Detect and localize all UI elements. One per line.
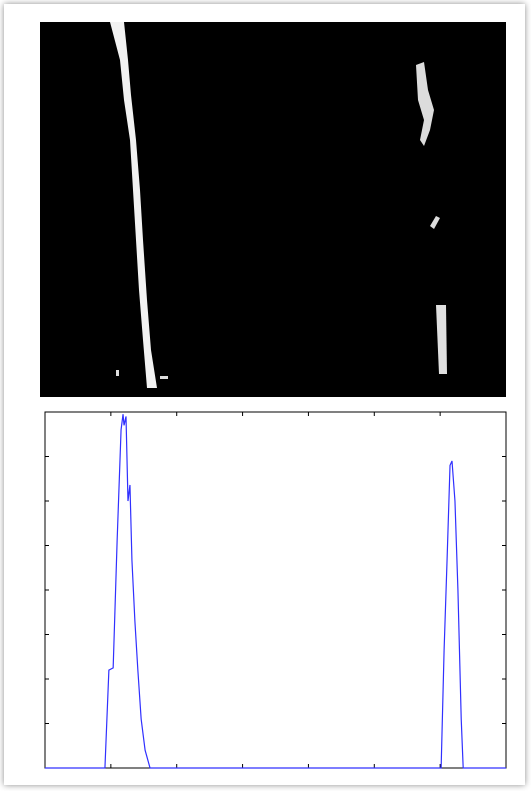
figure: [0, 0, 531, 791]
image-background: [40, 22, 506, 397]
noise: [116, 370, 119, 376]
plot-area: [45, 412, 506, 768]
noise: [160, 376, 168, 379]
page: (() => { const data = JSON.parse(documen…: [0, 0, 531, 791]
binary-image: [40, 22, 506, 397]
